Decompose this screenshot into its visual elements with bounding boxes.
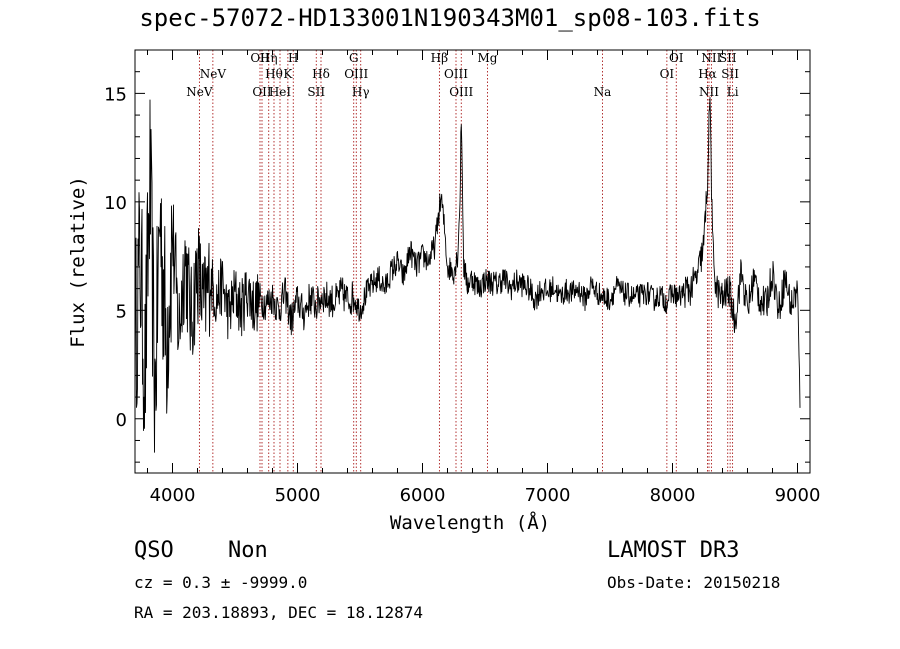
line-label-na: Na <box>594 85 612 99</box>
y-tick-label: 10 <box>104 193 127 214</box>
spectrum-series <box>134 96 801 453</box>
line-label-sii: SII <box>721 67 739 81</box>
coordinates-label: RA = 203.18893, DEC = 18.12874 <box>134 603 423 622</box>
line-label-oiii: OIII <box>449 85 473 99</box>
line-label-k: K <box>283 67 293 81</box>
line-label-heta: Hη <box>260 51 278 65</box>
line-label-sii: SII <box>307 85 325 99</box>
line-label-oi: OI <box>669 51 684 65</box>
line-label-g: G <box>349 51 359 65</box>
chart-title: spec-57072-HD133001N190343M01_sp08-103.f… <box>139 4 761 32</box>
line-label-oiii: OIII <box>344 67 368 81</box>
line-label-oii: OII <box>252 85 272 99</box>
y-tick-label: 5 <box>116 301 127 322</box>
line-label-halpha: Hα <box>698 67 717 81</box>
x-tick-label: 9000 <box>775 485 821 506</box>
y-axis-label: Flux (relative) <box>67 176 89 348</box>
obs-date-label: Obs-Date: 20150218 <box>607 573 781 592</box>
line-label-nii: NII <box>699 85 719 99</box>
line-label-hgamma: Hγ <box>352 85 370 99</box>
line-label-hdelta: Hδ <box>312 67 330 81</box>
x-axis-ticks: 4000 5000 6000 7000 8000 9000 <box>147 50 821 506</box>
redshift-label: cz = 0.3 ± -9999.0 <box>134 573 308 592</box>
x-tick-label: 7000 <box>525 485 571 506</box>
line-label-htheta: Hθ <box>265 67 283 81</box>
line-label-oii: OII <box>250 51 270 65</box>
y-tick-label: 15 <box>104 84 127 105</box>
class-label: QSO <box>134 538 174 563</box>
spectrum-line <box>134 96 801 453</box>
x-axis-label: Wavelength (Å) <box>390 511 550 534</box>
line-label-nii: NII <box>701 51 721 65</box>
line-label-li: Li <box>727 85 739 99</box>
line-label-sii: SII <box>719 51 737 65</box>
line-label-oiii: OIII <box>444 67 468 81</box>
line-label-mg: Mg <box>478 51 498 65</box>
x-tick-label: 5000 <box>275 485 321 506</box>
subclass-label: Non <box>228 538 268 563</box>
y-tick-label: 0 <box>116 410 127 431</box>
line-label-h: H <box>288 51 298 65</box>
x-tick-label: 8000 <box>650 485 696 506</box>
line-label-hbeta: Hβ <box>431 51 448 65</box>
survey-label: LAMOST DR3 <box>607 538 740 563</box>
emission-line-labels: NeVNeVOIIOIIHηHθHeIKHSIIHδGOIIIHγHβOIIIO… <box>186 51 739 99</box>
x-tick-label: 4000 <box>150 485 196 506</box>
x-tick-label: 6000 <box>400 485 446 506</box>
emission-line-markers <box>198 50 734 473</box>
line-label-oi: OI <box>660 67 675 81</box>
line-label-hei: HeI <box>269 85 292 99</box>
y-axis-ticks: 0 5 10 15 <box>104 49 810 463</box>
line-label-nev: NeV <box>186 85 213 99</box>
line-label-nev: NeV <box>200 67 227 81</box>
